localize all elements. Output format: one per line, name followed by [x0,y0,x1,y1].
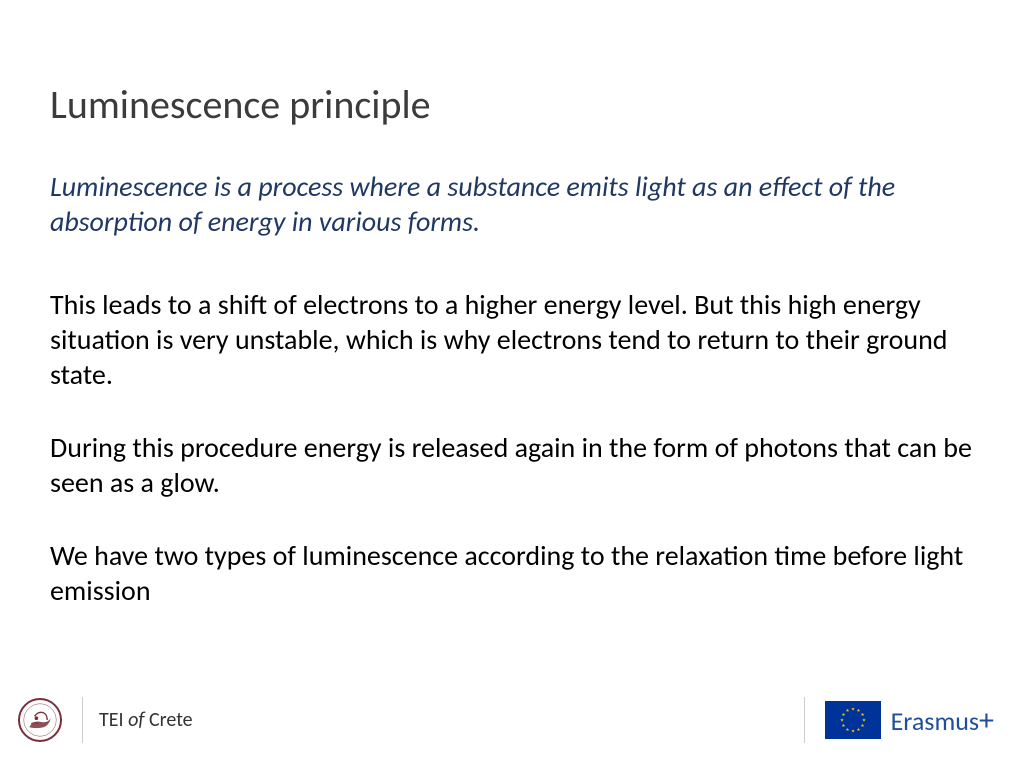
tei-prefix: TEI [99,708,128,732]
tei-suffix: Crete [144,708,192,732]
intro-paragraph: Luminescence is a process where a substa… [50,169,974,239]
erasmus-label: Erasmus+ [891,702,994,739]
erasmus-text: Erasmus [891,705,979,737]
footer-right-group: Erasmus+ [804,697,994,743]
slide-title: Luminescence principle [50,80,974,129]
body-paragraph-1: This leads to a shift of electrons to a … [50,287,974,392]
footer-divider-left [82,697,83,743]
tei-crete-seal-icon [18,698,62,742]
erasmus-plus: + [979,702,994,739]
eu-flag-icon [825,701,881,739]
footer-divider-right [804,697,805,743]
footer-left-group: TEI of Crete [18,697,193,743]
tei-crete-label: TEI of Crete [99,708,193,732]
tei-of: of [128,708,144,732]
slide-footer: TEI of Crete Erasmus+ [0,690,1024,750]
slide-content: Luminescence principle Luminescence is a… [0,0,1024,768]
body-paragraph-3: We have two types of luminescence accord… [50,538,974,608]
body-paragraph-2: During this procedure energy is released… [50,430,974,500]
